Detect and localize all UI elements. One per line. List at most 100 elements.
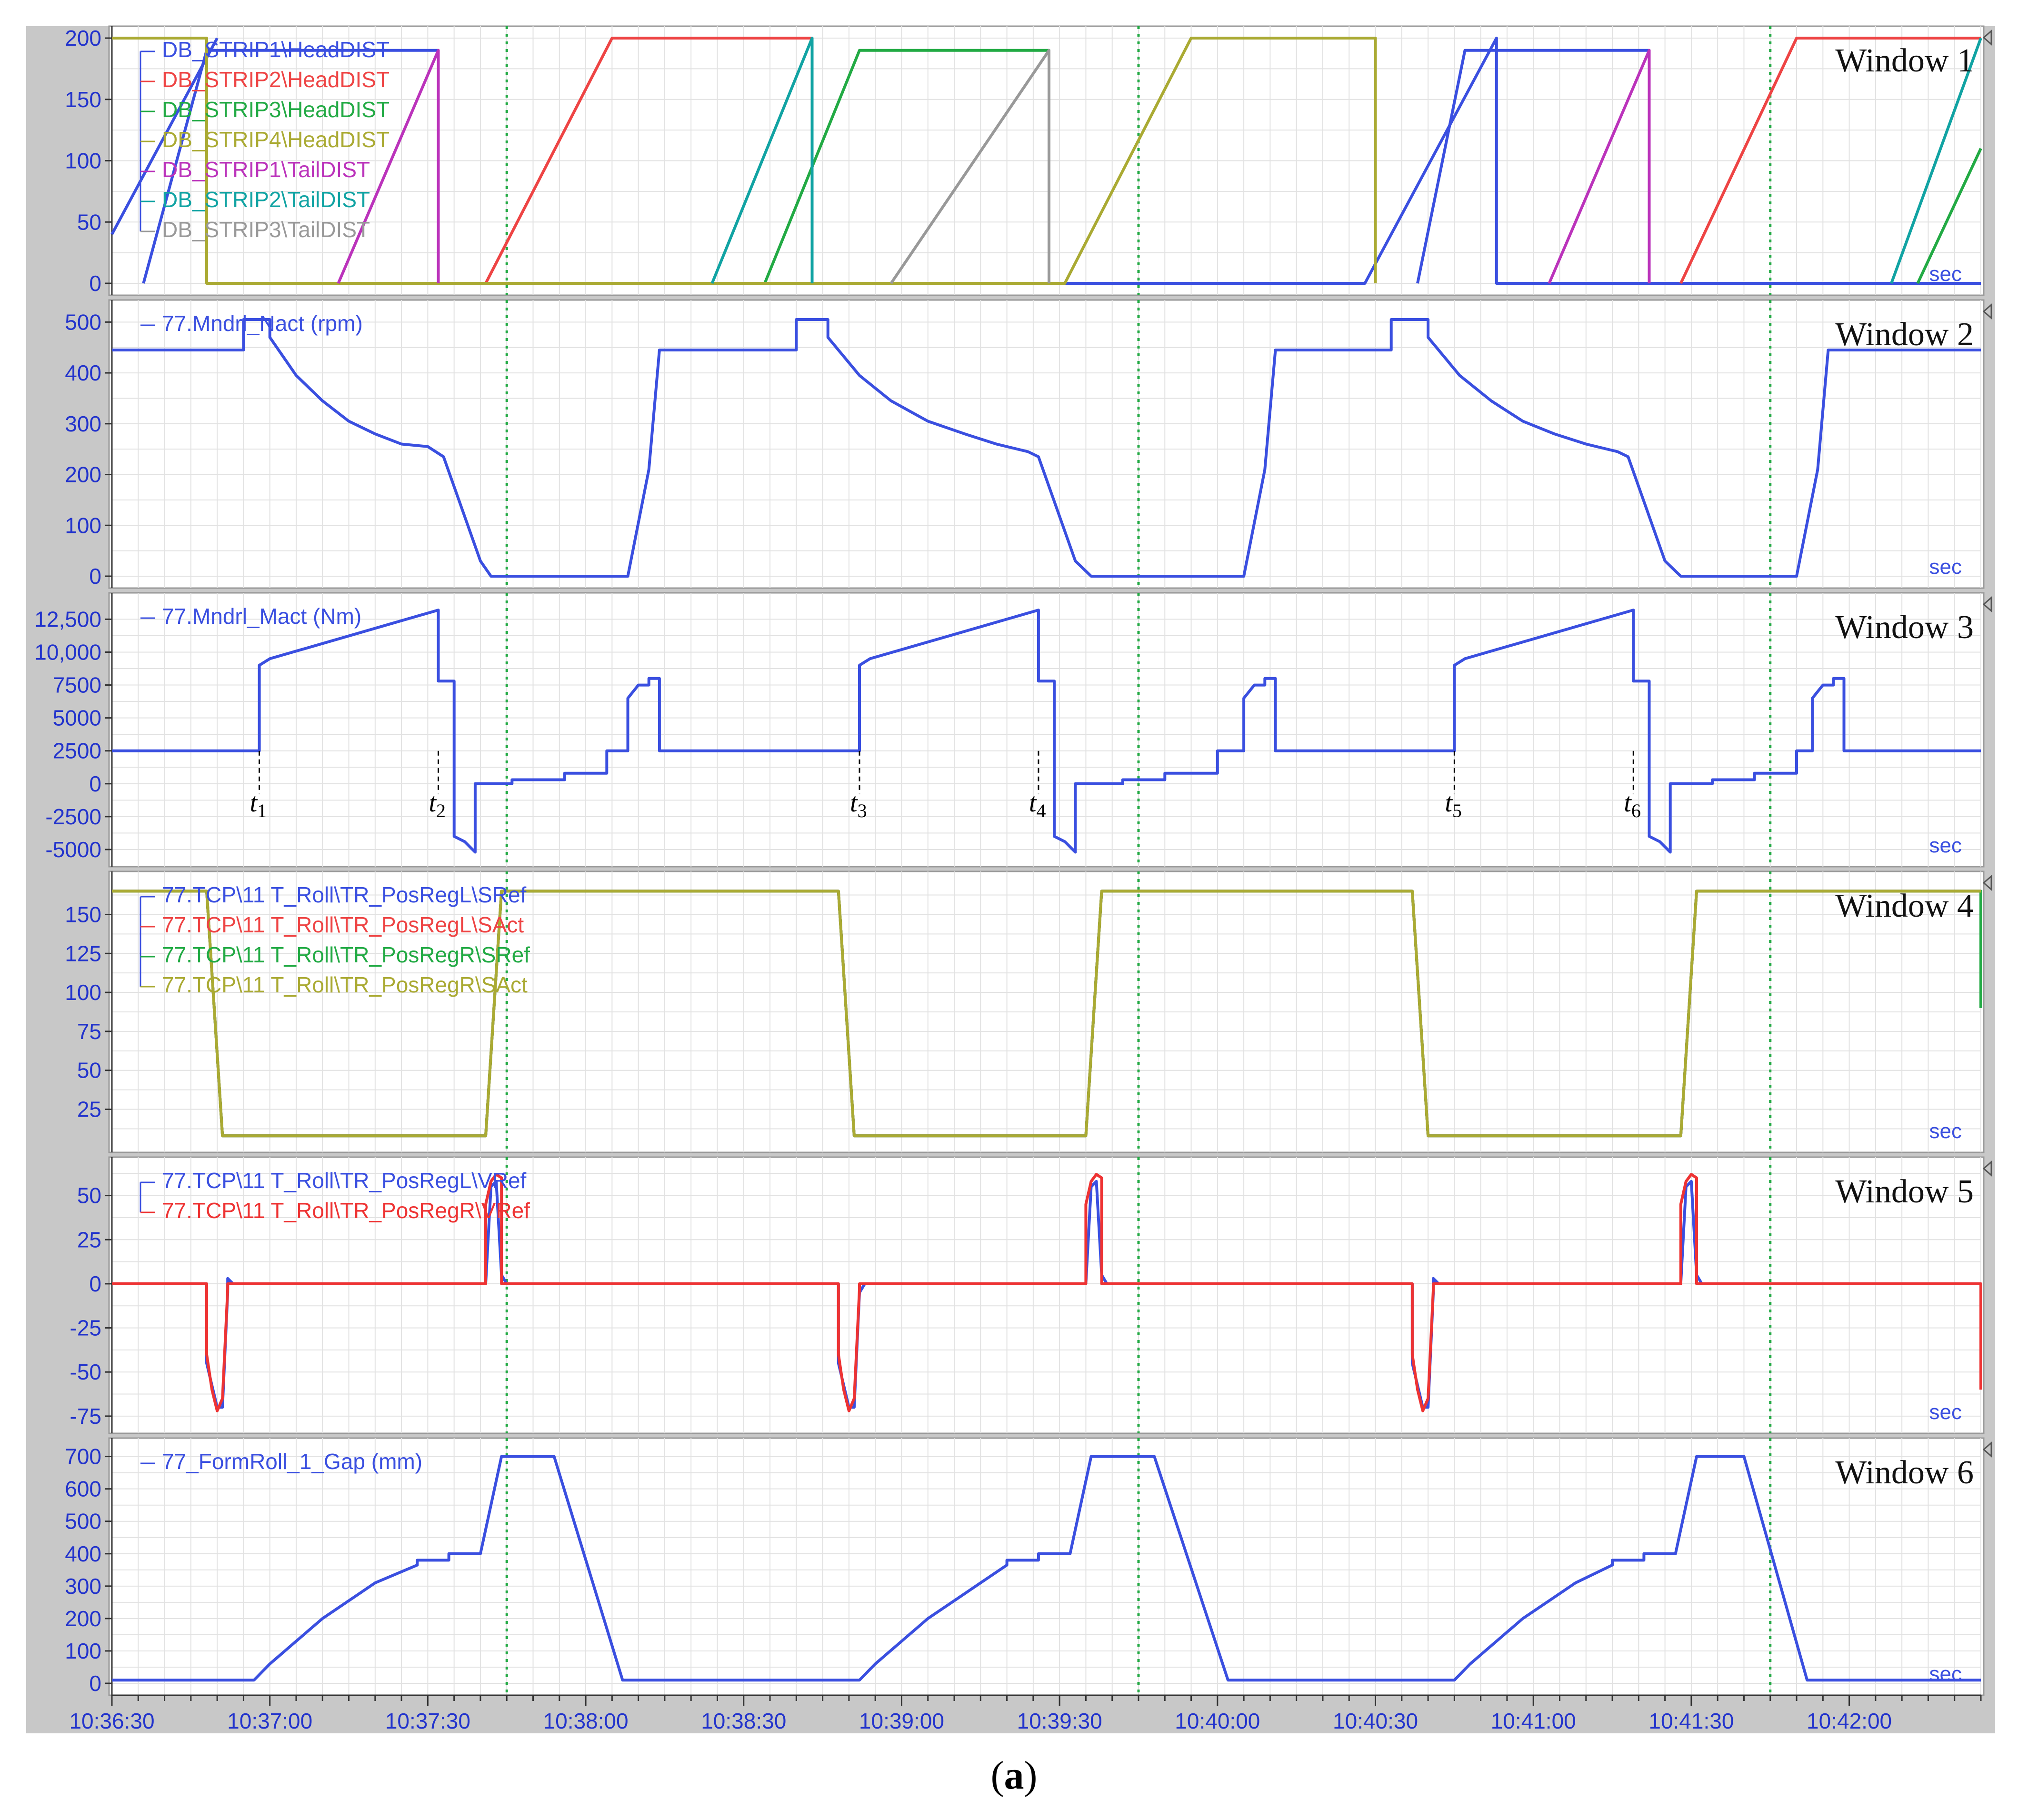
event-label-t: t: [250, 788, 258, 818]
series-line: [889, 49, 1050, 284]
series-line: [337, 49, 440, 284]
x-tick-label: 10:41:00: [1491, 1709, 1576, 1733]
event-label: t2: [429, 788, 446, 821]
y-tick-label: 600: [65, 1477, 101, 1501]
window-4: 25 50 75 100 125 150 77.TCP\11 T_Roll\TR_PosRe…: [65, 870, 1992, 1153]
y-tick-label: 75: [77, 1019, 101, 1044]
event-label-index: 4: [1036, 800, 1046, 821]
series-line: [112, 318, 1981, 578]
legend-entry: 77.TCP\11 T_Roll\TR_PosRegL\SAct: [162, 912, 524, 937]
event-label: t4: [1029, 788, 1046, 821]
legend-entry: DB_STRIP2\TailDIST: [162, 187, 370, 212]
window-label: Window 5: [1835, 1173, 1974, 1210]
series-line: [112, 37, 1377, 285]
y-tick-label: 125: [65, 941, 101, 966]
legend-entry: 77.TCP\11 T_Roll\TR_PosRegR\SRef: [162, 942, 530, 967]
x-tick-label: 10:39:30: [1017, 1709, 1102, 1733]
event-label-t: t: [429, 788, 437, 818]
legend-entry: 77.TCP\11 T_Roll\TR_PosRegL\SRef: [162, 882, 527, 907]
series-line: [112, 890, 1981, 1138]
series-line: [110, 37, 219, 235]
cursor-triangle-icon: [1982, 303, 1992, 320]
y-tick-label: 700: [65, 1444, 101, 1469]
event-label-t: t: [1445, 788, 1453, 818]
y-tick-label: 5000: [53, 706, 101, 730]
legend-entry: DB_STRIP4\HeadDIST: [162, 127, 390, 152]
y-tick-label: 50: [77, 1058, 101, 1083]
y-tick-label: 0: [89, 1271, 101, 1296]
cursor-triangle-icon: [1982, 874, 1992, 891]
event-label-index: 1: [257, 800, 267, 821]
window-label: Window 6: [1835, 1454, 1974, 1491]
y-tick-label: 2500: [53, 739, 101, 763]
window-label: Window 1: [1835, 42, 1974, 79]
x-tick-label: 10:37:00: [227, 1709, 312, 1733]
event-label-t: t: [1029, 788, 1037, 818]
series-line: [142, 37, 1981, 285]
cursor-triangle-icon: [1982, 596, 1992, 613]
legend-entry: 77.TCP\11 T_Roll\TR_PosRegR\VRef: [162, 1198, 530, 1223]
event-label-index: 2: [436, 800, 446, 821]
series-line: [1548, 49, 1651, 284]
x-axis: 10:36:30 10:37:00 10:37:30 10:38:00 10:38:30…: [69, 1694, 1982, 1733]
legend-entry: DB_STRIP1\HeadDIST: [162, 37, 390, 62]
event-label-index: 5: [1452, 800, 1462, 821]
y-tick-label: 200: [65, 26, 101, 50]
y-tick-label: 12,500: [34, 607, 101, 631]
event-label-index: 6: [1631, 800, 1641, 821]
y-tick-label: 7500: [53, 673, 101, 698]
cursor-triangle-icon: [1982, 29, 1992, 46]
window-5: -75 -50 -25 0 25 50 77.TCP\11 T_Roll\TR_PosReg…: [70, 1156, 1992, 1434]
series-line: [112, 609, 1981, 854]
series-line: [710, 37, 814, 284]
y-tick-label: -50: [70, 1360, 101, 1384]
window-label: Window 2: [1835, 316, 1974, 353]
window-6-plot-area: [108, 1437, 1985, 1696]
x-tick-label: 10:40:30: [1333, 1709, 1418, 1733]
x-tick-label: 10:40:00: [1175, 1709, 1260, 1733]
unit-sec-label: sec: [1929, 1662, 1962, 1686]
series-line: [1916, 148, 1982, 284]
x-tick-label: 10:36:30: [69, 1709, 154, 1733]
unit-sec-label: sec: [1929, 1120, 1962, 1143]
legend-entry: DB_STRIP3\HeadDIST: [162, 97, 390, 122]
y-tick-label: 500: [65, 310, 101, 334]
y-tick-label: 500: [65, 1509, 101, 1534]
x-tick-label: 10:39:00: [859, 1709, 944, 1733]
event-label: t5: [1445, 788, 1462, 821]
event-label-t: t: [850, 788, 858, 818]
legend-entry: DB_STRIP1\TailDIST: [162, 157, 370, 182]
y-tick-label: 25: [77, 1227, 101, 1252]
figure-caption: (a): [990, 1753, 1038, 1798]
series-line: [112, 1173, 1982, 1412]
y-tick-label: 150: [65, 902, 101, 927]
unit-sec-label: sec: [1929, 262, 1962, 286]
y-tick-label: 25: [77, 1097, 101, 1122]
y-tick-label: 0: [89, 271, 101, 296]
y-tick-label: 50: [77, 210, 101, 234]
y-tick-label: -5000: [45, 837, 101, 862]
event-label-t: t: [1624, 788, 1632, 818]
cursor-triangle-icon: [1982, 1441, 1992, 1458]
legend-entry: 77.Mndrl_Nact (rpm): [162, 311, 363, 336]
y-tick-label: 50: [77, 1183, 101, 1208]
y-tick-label: 100: [65, 980, 101, 1005]
window-label: Window 3: [1835, 609, 1974, 646]
window-1: 0 50 100 150 200 DB_STRIP1\HeadDIST DB_STRIP2\…: [65, 25, 1992, 296]
y-tick-label: 100: [65, 149, 101, 173]
window-2-plot-area: [108, 299, 1985, 589]
series-line: [1890, 37, 1982, 284]
unit-sec-label: sec: [1929, 834, 1962, 857]
window-3-plot-area: [108, 592, 1985, 868]
window-3: -5000 -2500 0 2500 5000 7500 10,000 12,500 77.Mn…: [34, 592, 1992, 868]
y-tick-label: 100: [65, 513, 101, 538]
series-line: [112, 1455, 1981, 1682]
y-tick-label: 400: [65, 1541, 101, 1566]
legend-entry: 77.TCP\11 T_Roll\TR_PosRegL\VRef: [162, 1168, 527, 1193]
y-tick-label: 150: [65, 87, 101, 112]
event-label-index: 3: [858, 800, 867, 821]
x-tick-label: 10:42:00: [1807, 1709, 1892, 1733]
event-label: t1: [250, 788, 267, 821]
x-tick-label: 10:37:30: [385, 1709, 470, 1733]
